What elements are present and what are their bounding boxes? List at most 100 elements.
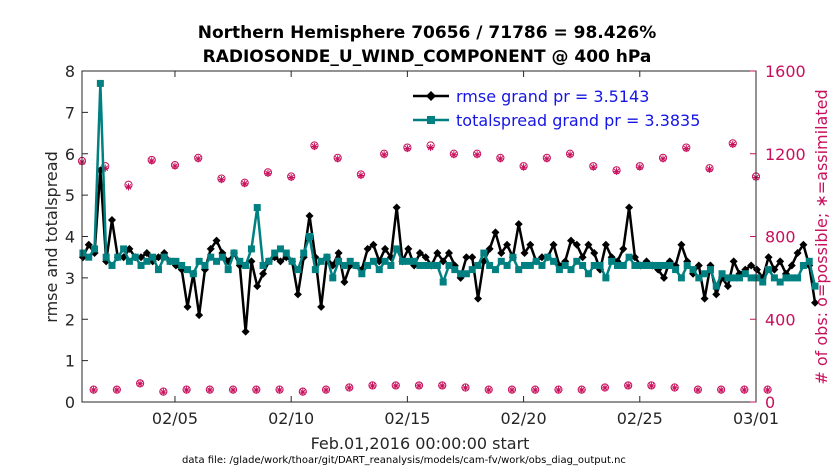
totalspread-point bbox=[799, 261, 807, 269]
x-tick-label: 03/01 bbox=[733, 409, 779, 428]
obs-assimilated-point bbox=[148, 157, 156, 165]
rmse-point bbox=[259, 269, 268, 278]
totalspread-point bbox=[457, 270, 465, 278]
totalspread-point bbox=[660, 261, 668, 269]
x-axis: 02/05 02/10 02/15 02/20 02/25 03/01 bbox=[152, 71, 779, 428]
obs-assimilated-point bbox=[566, 151, 574, 159]
totalspread-point bbox=[125, 257, 133, 265]
totalspread-point bbox=[462, 270, 470, 278]
totalspread-point bbox=[195, 257, 203, 265]
rmse-point bbox=[787, 261, 796, 270]
totalspread-point bbox=[172, 257, 180, 265]
obs-assimilated-point bbox=[519, 163, 528, 171]
totalspread-point bbox=[213, 257, 221, 265]
rmse-point bbox=[584, 240, 593, 249]
totalspread-point bbox=[242, 261, 250, 269]
rmse-point bbox=[206, 244, 215, 253]
rmse-point bbox=[276, 257, 285, 266]
rmse-point bbox=[747, 261, 756, 270]
y-axis-left: 0 1 2 3 4 5 6 7 8 bbox=[65, 62, 88, 412]
totalspread-point bbox=[306, 233, 314, 240]
totalspread-point bbox=[654, 261, 662, 269]
totalspread-point bbox=[439, 278, 447, 286]
totalspread-point bbox=[567, 266, 575, 274]
totalspread-point bbox=[271, 249, 279, 257]
rmse-point bbox=[764, 253, 773, 262]
rmse-point bbox=[630, 253, 639, 262]
obs-assimilated-point bbox=[438, 382, 446, 390]
obs-assimilated-point bbox=[694, 386, 702, 394]
obs-assimilated-point bbox=[182, 386, 191, 394]
totalspread-point bbox=[677, 274, 685, 282]
y-tick-label: 2 bbox=[65, 310, 75, 329]
obs-assimilated-point bbox=[264, 169, 272, 178]
y-tick-label: 1 bbox=[65, 352, 75, 371]
obs-assimilated-point bbox=[543, 155, 551, 163]
y-axis-label: rmse and totalspread bbox=[42, 151, 61, 322]
y2-axis-label: # of obs: o=possible; ∗=assimilated bbox=[812, 89, 831, 384]
totalspread-point bbox=[143, 257, 151, 265]
totalspread-point bbox=[753, 274, 761, 282]
rmse-point bbox=[107, 215, 116, 224]
y-tick-label: 0 bbox=[65, 393, 75, 412]
x-tick-label: 02/25 bbox=[617, 409, 663, 428]
totalspread-point bbox=[108, 261, 116, 269]
totalspread-point bbox=[474, 261, 482, 269]
obs-assimilated-point bbox=[159, 388, 167, 396]
obs-assimilated-point bbox=[705, 165, 714, 173]
rmse-point bbox=[363, 244, 372, 253]
obs-assimilated-point bbox=[368, 382, 377, 390]
obs-assimilated-point bbox=[113, 386, 121, 394]
rmse-point bbox=[247, 257, 256, 266]
rmse-point bbox=[723, 282, 732, 291]
obs-assimilated-point bbox=[229, 386, 237, 394]
obs-assimilated-point bbox=[287, 173, 295, 182]
rmse-point bbox=[537, 253, 546, 262]
rmse-point bbox=[625, 203, 634, 212]
totalspread-point bbox=[503, 261, 511, 269]
obs-assimilated-point bbox=[275, 386, 284, 394]
rmse-point bbox=[497, 249, 506, 258]
totalspread-point bbox=[247, 245, 255, 253]
obs-assimilated-point bbox=[206, 386, 214, 394]
totalspread-point bbox=[207, 253, 215, 261]
obs-assimilated-point bbox=[729, 140, 737, 149]
rmse-point bbox=[566, 236, 575, 245]
totalspread-point bbox=[120, 245, 128, 253]
totalspread-point bbox=[631, 261, 639, 269]
chart-title: Northern Hemisphere 70656 / 71786 = 98.4… bbox=[198, 23, 657, 43]
rmse-point bbox=[793, 249, 802, 258]
obs-assimilated-point bbox=[671, 384, 679, 392]
totalspread-point bbox=[608, 257, 616, 265]
totalspread-point bbox=[619, 261, 627, 269]
y-tick-label: 7 bbox=[65, 103, 75, 122]
legend: rmse grand pr = 3.5143 totalspread grand… bbox=[413, 87, 700, 130]
totalspread-point bbox=[253, 204, 261, 212]
totalspread-point bbox=[765, 266, 773, 274]
totalspread-point bbox=[149, 253, 157, 261]
totalspread-point bbox=[486, 261, 494, 269]
rmse-point bbox=[811, 298, 820, 307]
totalspread-point bbox=[805, 257, 813, 265]
rmse-point bbox=[137, 253, 146, 262]
totalspread-point bbox=[497, 257, 505, 265]
rmse-point bbox=[317, 302, 326, 311]
y-tick-label: 6 bbox=[65, 145, 75, 164]
totalspread-point bbox=[759, 278, 767, 286]
totalspread-point bbox=[166, 257, 174, 265]
y-tick-label: 3 bbox=[65, 269, 75, 288]
totalspread-point bbox=[114, 253, 122, 261]
footnote: data file: /glade/work/thoar/git/DART_re… bbox=[182, 455, 626, 466]
totalspread-point bbox=[637, 261, 645, 269]
obs-assimilated-point bbox=[101, 164, 109, 172]
rmse-point bbox=[433, 249, 442, 258]
totalspread-point bbox=[398, 257, 406, 265]
y-tick-label: 5 bbox=[65, 186, 75, 205]
totalspread-point bbox=[509, 253, 517, 261]
totalspread-point bbox=[573, 257, 581, 265]
totalspread-point bbox=[724, 274, 732, 282]
obs-assimilated-point bbox=[717, 386, 725, 394]
rmse-point bbox=[514, 220, 523, 229]
rmse-point bbox=[241, 327, 250, 336]
y-tick-label: 4 bbox=[65, 228, 75, 247]
